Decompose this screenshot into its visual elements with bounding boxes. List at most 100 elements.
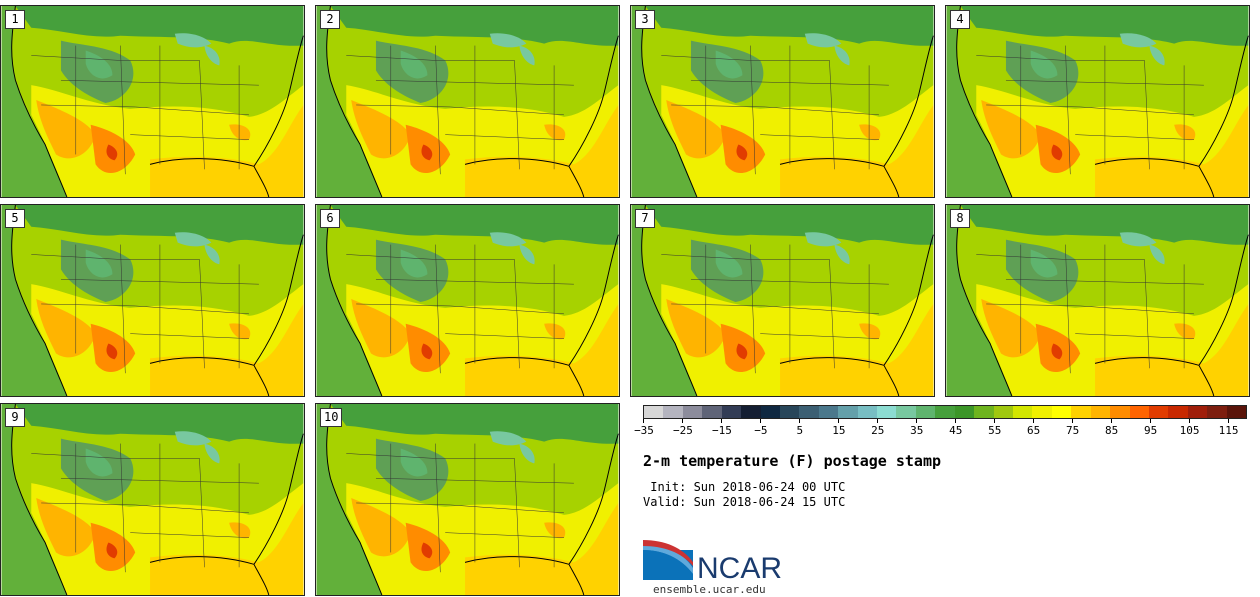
colorbar-cell: [760, 406, 780, 418]
colorbar-cell: [1187, 406, 1208, 418]
plot-title: 2-m temperature (F) postage stamp: [643, 452, 942, 470]
colorbar-cell: [935, 406, 955, 418]
colorbar-cell: [1168, 406, 1188, 418]
colorbar-cell: [857, 406, 878, 418]
member-panel: 3: [630, 5, 935, 198]
member-number: 8: [950, 209, 970, 228]
member-panel: 1: [0, 5, 305, 198]
member-number: 7: [635, 209, 655, 228]
member-panel: 5: [0, 204, 305, 397]
colorbar-cell: [1226, 406, 1247, 418]
colorbar-tick-label: 15: [832, 424, 846, 437]
member-number: 1: [5, 10, 25, 29]
colorbar-tick: [1110, 419, 1112, 423]
temperature-map: [946, 205, 1249, 396]
colorbar-cell: [779, 406, 800, 418]
member-number: 3: [635, 10, 655, 29]
colorbar-tick: [643, 419, 644, 423]
member-panel: 7: [630, 204, 935, 397]
colorbar-tick: [993, 419, 995, 423]
member-number: 4: [950, 10, 970, 29]
colorbar-cell: [663, 406, 683, 418]
member-number: 5: [5, 209, 25, 228]
colorbar-tick-label: 115: [1218, 424, 1239, 437]
init-time: Init: Sun 2018-06-24 00 UTC: [643, 480, 846, 494]
colorbar-tick-label: −5: [754, 424, 768, 437]
colorbar-cell: [1129, 406, 1149, 418]
colorbar-tick-label: 105: [1179, 424, 1200, 437]
colorbar-cell: [1071, 406, 1091, 418]
colorbar-tick-label: 35: [910, 424, 924, 437]
website-url: ensemble.ucar.edu: [653, 583, 766, 596]
colorbar-ticks: −35 −25 −15 −5 5 15 25 35 45 55 65 75 85 95 105 115: [634, 419, 1247, 439]
temperature-map: [1, 6, 304, 197]
valid-time: Valid: Sun 2018-06-24 15 UTC: [643, 495, 846, 509]
member-panel: 2: [315, 5, 620, 198]
temperature-map: [316, 6, 619, 197]
colorbar-cell: [1032, 406, 1052, 418]
colorbar-tick-label: 5: [796, 424, 804, 437]
ncar-logo: NCAR: [643, 540, 782, 580]
member-panel: 4: [945, 5, 1250, 198]
member-panel: 9: [0, 403, 305, 596]
member-number: 2: [320, 10, 340, 29]
colorbar-tick: [837, 419, 839, 423]
member-panel: 10: [315, 403, 620, 596]
colorbar-tick: [1071, 419, 1073, 423]
member-number: 9: [5, 408, 25, 427]
temperature-map: [631, 6, 934, 197]
colorbar-cell: [915, 406, 936, 418]
colorbar-cell: [1090, 406, 1111, 418]
colorbar-cell: [1110, 406, 1130, 418]
colorbar-tick-label: 85: [1104, 424, 1119, 437]
colorbar-tick-label: 45: [949, 424, 963, 437]
temperature-map: [316, 205, 619, 396]
colorbar-cell: [682, 406, 703, 418]
temperature-map: [631, 205, 934, 396]
colorbar-cell: [818, 406, 839, 418]
colorbar-tick: [720, 419, 722, 423]
colorbar-tick: [1032, 419, 1034, 423]
colorbar-tick: [1227, 419, 1229, 423]
colorbar-tick-label: 75: [1066, 424, 1080, 437]
colorbar-cell: [799, 406, 819, 418]
temperature-map: [1, 404, 304, 595]
temperature-map: [316, 404, 619, 595]
colorbar-tick-label: 95: [1143, 424, 1158, 437]
colorbar-tick-label: −25: [673, 424, 693, 437]
colorbar-cell: [954, 406, 975, 418]
colorbar-cell: [993, 406, 1014, 418]
colorbar-tick: [681, 419, 683, 423]
colorbar-cell: [877, 406, 897, 418]
colorbar-cell: [1148, 406, 1169, 418]
colorbar-tick-label: 65: [1027, 424, 1041, 437]
colorbar: [643, 405, 1247, 419]
colorbar-tick-label: −15: [711, 424, 732, 437]
colorbar-cell: [741, 406, 761, 418]
colorbar-tick: [1149, 419, 1151, 423]
colorbar-cell: [974, 406, 994, 418]
logo-text: NCAR: [697, 552, 782, 580]
colorbar-cell: [896, 406, 916, 418]
colorbar-tick-label: 25: [871, 424, 885, 437]
temperature-map: [1, 205, 304, 396]
colorbar-cell: [702, 406, 722, 418]
colorbar-tick: [759, 419, 761, 423]
colorbar-cell: [838, 406, 858, 418]
colorbar-tick: [1188, 419, 1190, 423]
colorbar-cell: [721, 406, 742, 418]
member-number: 10: [320, 408, 343, 427]
temperature-map: [946, 6, 1249, 197]
member-panel: 6: [315, 204, 620, 397]
colorbar-cell: [644, 406, 664, 418]
colorbar-cell: [1013, 406, 1033, 418]
member-number: 6: [320, 209, 340, 228]
colorbar-cell: [1207, 406, 1227, 418]
colorbar-cell: [1051, 406, 1072, 418]
colorbar-tick: [954, 419, 956, 423]
colorbar-tick-label: 55: [988, 424, 1002, 437]
member-panel: 8: [945, 204, 1250, 397]
colorbar-tick: [915, 419, 917, 423]
colorbar-tick: [798, 419, 800, 423]
colorbar-tick: [876, 419, 878, 423]
